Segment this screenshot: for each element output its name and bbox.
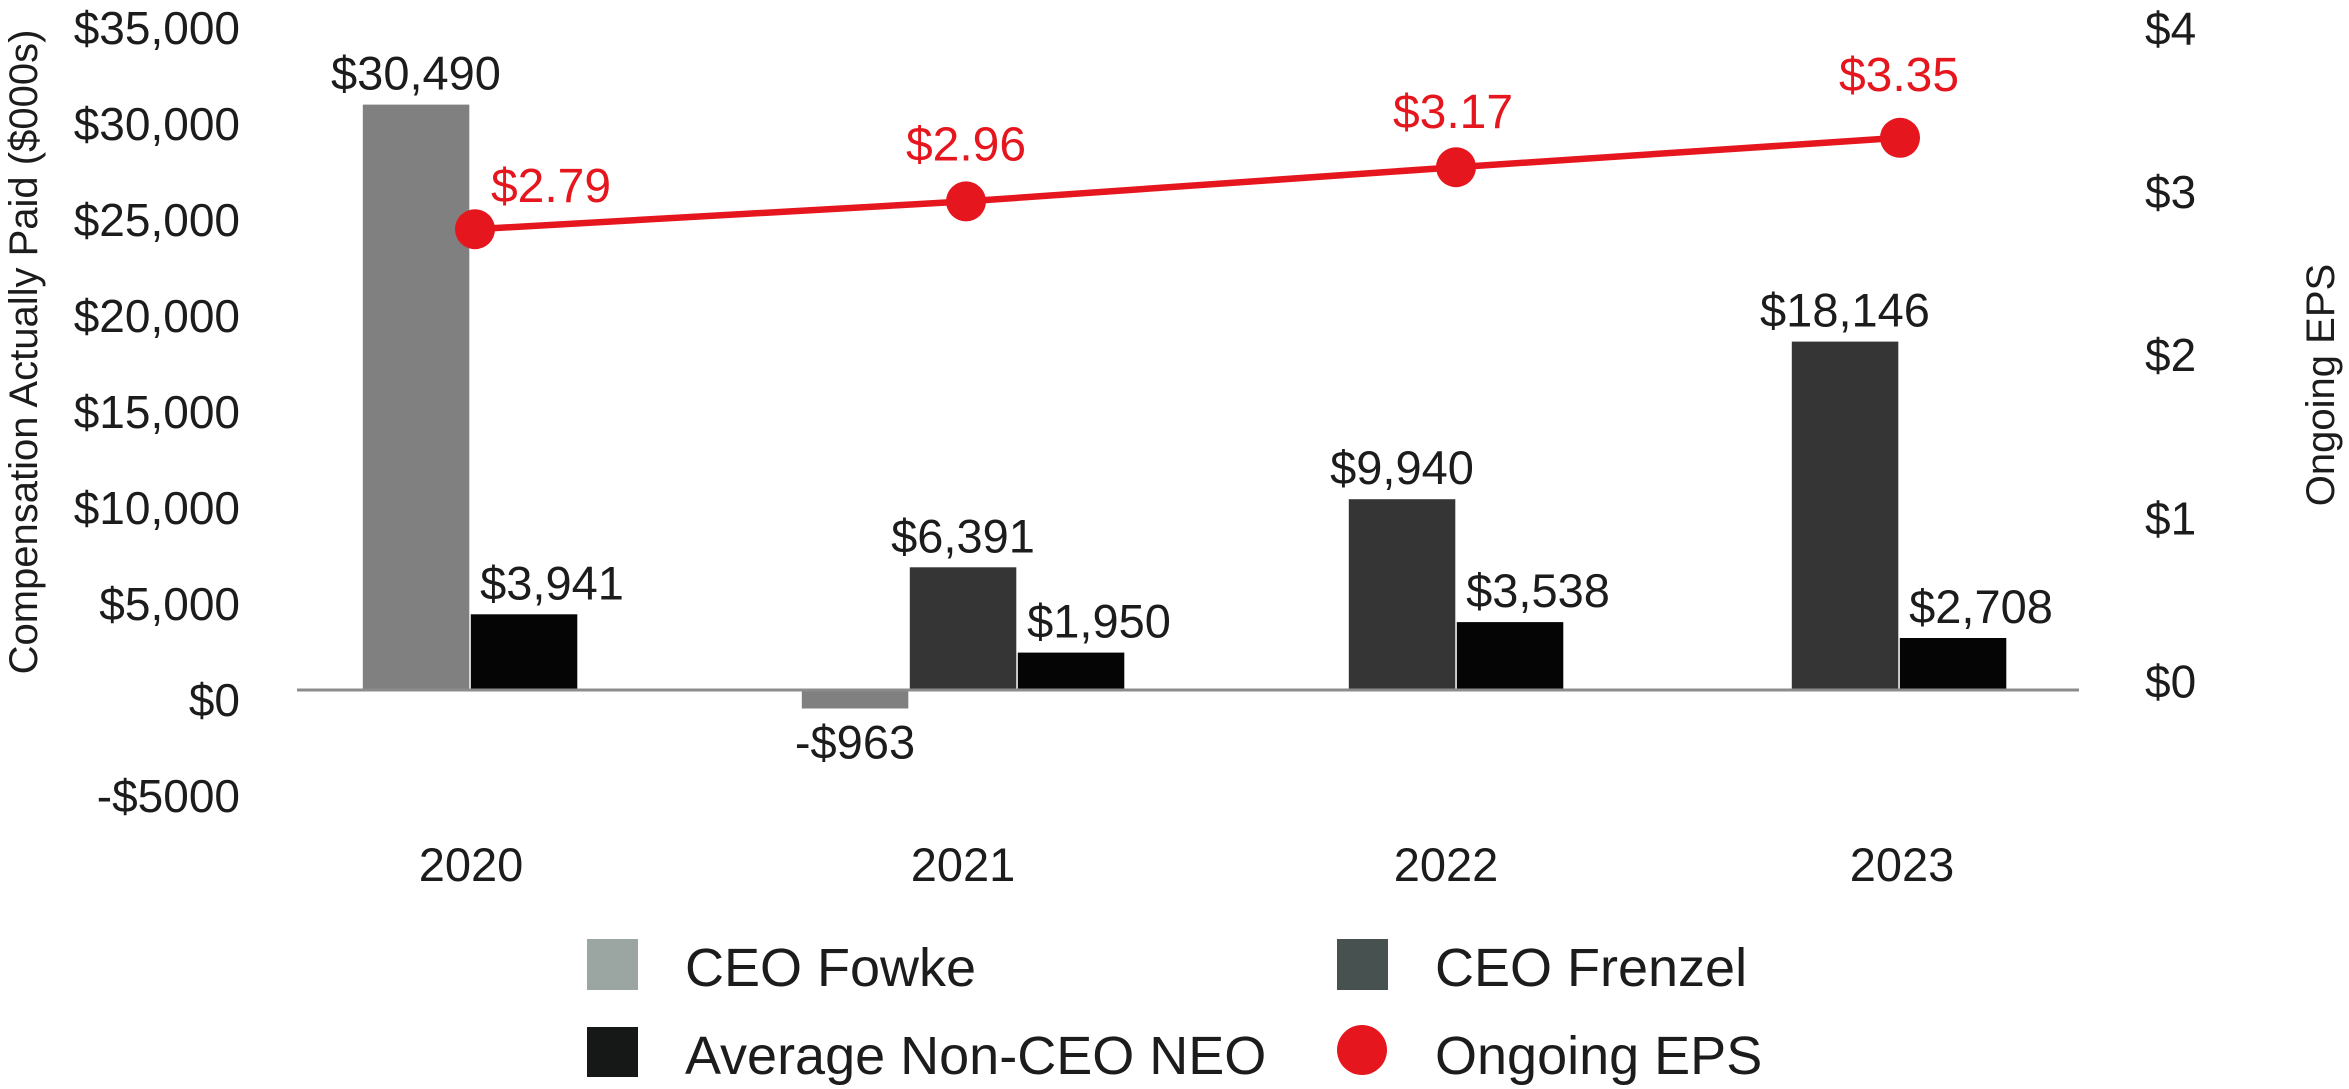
eps-series: $2.79 $2.96 $3.17 $3.35 [455, 49, 1959, 250]
y2-axis-tick-label: $0 [2145, 656, 2196, 708]
bar-label-ceo-frenzel-2022: $9,940 [1330, 441, 1474, 494]
bar-ceo-frenzel-2022 [1348, 499, 1456, 690]
y2-axis-title: Ongoing EPS [2299, 264, 2343, 506]
eps-point-2023 [1880, 117, 1920, 158]
legend-label-average-non-ceo-neo: Average Non-CEO NEO [685, 1026, 1266, 1086]
y-axis-tick-label: $15,000 [74, 386, 240, 438]
legend-swatch-average-non-ceo-neo [587, 1027, 638, 1077]
y-axis-tick-label: $25,000 [74, 194, 240, 246]
eps-point-2022 [1436, 147, 1476, 188]
bar-average-non-ceo-neo-2021 [1017, 652, 1125, 690]
x-axis-label-2020: 2020 [419, 838, 524, 891]
bars [362, 104, 2007, 709]
y-axis-tick-label: -$5000 [97, 770, 240, 822]
bar-label-average-non-ceo-neo-2022: $3,538 [1466, 564, 1610, 617]
legend-label-ongoing-eps: Ongoing EPS [1435, 1026, 1762, 1086]
x-axis-label-2021: 2021 [911, 838, 1016, 891]
y-axis-title: Compensation Actually Paid ($000s) [2, 30, 46, 675]
legend-item-average-non-ceo-neo: Average Non-CEO NEO [587, 1026, 1266, 1086]
eps-line [474, 134, 1901, 233]
bar-label-ceo-frenzel-2023: $18,146 [1760, 284, 1930, 337]
y2-axis-tick-label: $4 [2145, 3, 2196, 55]
legend-item-ongoing-eps: Ongoing EPS [1337, 1025, 1762, 1086]
y-axis-tick-label: $5,000 [99, 578, 240, 630]
x-axis-label-2022: 2022 [1394, 838, 1499, 891]
bar-average-non-ceo-neo-2022 [1456, 622, 1564, 690]
bar-average-non-ceo-neo-2023 [1899, 638, 2007, 690]
y2-axis-tick-label: $3 [2145, 166, 2196, 218]
x-axis-labels: 2020 2021 2022 2023 [419, 838, 1955, 891]
y-axis-tick-label: $0 [189, 674, 240, 726]
bar-label-average-non-ceo-neo-2020: $3,941 [480, 556, 624, 609]
legend-item-ceo-frenzel: CEO Frenzel [1337, 938, 1747, 998]
legend-swatch-ceo-fowke [587, 939, 638, 990]
eps-label-2022: $3.17 [1393, 86, 1513, 139]
eps-point-2020 [455, 209, 495, 250]
bar-label-average-non-ceo-neo-2021: $1,950 [1027, 595, 1171, 648]
bar-label-ceo-fowke-2020: $30,490 [331, 47, 501, 100]
legend-swatch-ceo-frenzel [1337, 939, 1388, 990]
legend: CEO Fowke CEO Frenzel Average Non-CEO NE… [587, 938, 1762, 1086]
bar-ceo-fowke-2021 [801, 690, 909, 709]
y-axis-ticks: $35,000 $30,000 $25,000 $20,000 $15,000 $10,0… [74, 2, 240, 822]
y2-axis-tick-label: $1 [2145, 492, 2196, 544]
eps-point-2021 [946, 181, 986, 222]
bar-ceo-fowke-2020 [362, 104, 470, 691]
y-axis-tick-label: $35,000 [74, 2, 240, 54]
y2-axis-tick-label: $2 [2145, 329, 2196, 381]
legend-marker-ongoing-eps [1337, 1025, 1387, 1075]
x-axis-label-2023: 2023 [1850, 838, 1955, 891]
bar-value-labels: $30,490 $3,941 -$963 $6,391 $1,950 $9,940 $3,5… [331, 47, 2053, 769]
bar-label-average-non-ceo-neo-2023: $2,708 [1909, 580, 2053, 633]
bar-average-non-ceo-neo-2020 [470, 614, 578, 690]
y-axis-tick-label: $20,000 [74, 290, 240, 342]
legend-label-ceo-fowke: CEO Fowke [685, 938, 976, 998]
bar-label-ceo-fowke-2021: -$963 [795, 716, 915, 769]
bar-ceo-frenzel-2023 [1791, 341, 1899, 690]
legend-label-ceo-frenzel: CEO Frenzel [1435, 938, 1747, 998]
bar-ceo-frenzel-2021 [909, 567, 1017, 690]
bar-label-ceo-frenzel-2021: $6,391 [891, 509, 1035, 562]
y-axis-tick-label: $30,000 [74, 98, 240, 150]
y-axis-tick-label: $10,000 [74, 482, 240, 534]
eps-label-2023: $3.35 [1839, 49, 1959, 102]
eps-label-2021: $2.96 [906, 118, 1026, 171]
legend-item-ceo-fowke: CEO Fowke [587, 938, 976, 998]
y2-axis-ticks: $4 $3 $2 $1 $0 [2145, 3, 2196, 708]
eps-label-2020: $2.79 [491, 160, 611, 213]
